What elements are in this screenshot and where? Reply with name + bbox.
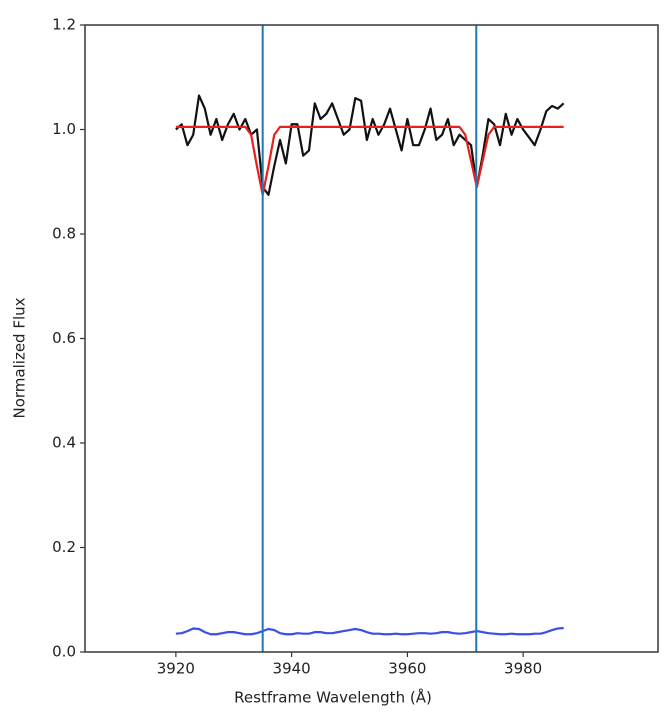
y-tick-label: 0.4 [52, 434, 76, 452]
x-tick-label: 3940 [273, 660, 311, 678]
x-axis-label: Restframe Wavelength (Å) [234, 688, 432, 707]
x-tick-label: 3980 [504, 660, 542, 678]
y-tick-label: 0.8 [52, 225, 76, 243]
x-tick-label: 3920 [157, 660, 195, 678]
y-tick-label: 0.2 [52, 538, 76, 556]
y-tick-label: 0.0 [52, 643, 76, 661]
series-line [175, 125, 564, 196]
y-tick-label: 1.2 [52, 16, 76, 34]
y-axis-label: Normalized Flux [11, 297, 29, 418]
series-line [175, 94, 565, 196]
y-tick-label: 0.6 [52, 329, 76, 347]
plot-frame [84, 24, 659, 653]
y-tick-label: 1.0 [52, 120, 76, 138]
series-line [175, 626, 564, 636]
x-tick-label: 3960 [388, 660, 426, 678]
